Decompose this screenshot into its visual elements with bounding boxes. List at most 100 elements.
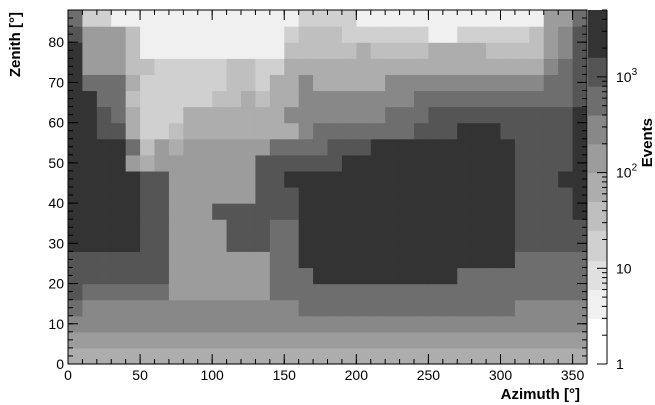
heatmap-cell	[125, 283, 141, 301]
heatmap-cell	[298, 138, 314, 156]
heatmap-cell	[414, 106, 430, 124]
heatmap-cell	[471, 299, 487, 317]
heatmap-cell	[514, 347, 530, 365]
heatmap-cell	[111, 154, 127, 172]
heatmap-cell	[111, 170, 127, 188]
heatmap-cell	[428, 122, 444, 140]
heatmap-cell	[341, 187, 357, 204]
heatmap-cell	[111, 315, 127, 333]
heatmap-cell	[428, 331, 444, 349]
y-tick-label: 40	[48, 195, 64, 211]
heatmap-cell	[82, 267, 98, 285]
heatmap-cell	[486, 154, 502, 172]
heatmap-cell	[140, 58, 156, 75]
heatmap-cell	[298, 154, 314, 172]
heatmap-cell	[572, 187, 588, 204]
heatmap-cell	[399, 347, 415, 365]
heatmap-cell	[68, 138, 84, 156]
heatmap-cell	[428, 170, 444, 188]
heatmap-cell	[428, 106, 444, 124]
heatmap-cell	[284, 154, 300, 172]
heatmap-cell	[356, 251, 372, 269]
heatmap-cell	[284, 219, 300, 236]
heatmap-cell	[500, 283, 516, 301]
heatmap-cell	[284, 187, 300, 204]
heatmap-cell	[572, 138, 588, 156]
heatmap-cell	[125, 315, 141, 333]
heatmap-cell	[442, 187, 458, 204]
y-tick-label: 50	[48, 155, 64, 171]
heatmap-cell	[226, 42, 242, 59]
heatmap-cell	[269, 347, 285, 365]
heatmap-cell	[284, 203, 300, 220]
heatmap-cell	[500, 187, 516, 204]
heatmap-cell	[313, 331, 329, 349]
heatmap-cell	[370, 251, 386, 269]
heatmap-cell	[111, 219, 127, 236]
heatmap-cell	[68, 90, 84, 108]
heatmap-cell	[226, 219, 242, 236]
heatmap-cell	[212, 10, 228, 27]
heatmap-cell	[327, 90, 343, 108]
x-tick-label: 50	[132, 367, 148, 383]
heatmap-cell	[457, 42, 473, 59]
heatmap-cell	[212, 170, 228, 188]
heatmap-cell	[140, 42, 156, 59]
heatmap-cell	[154, 347, 170, 365]
heatmap-cell	[82, 26, 98, 43]
heatmap-cell	[183, 251, 199, 269]
heatmap-cell	[399, 299, 415, 317]
heatmap-cell	[341, 235, 357, 252]
heatmap-cell	[341, 10, 357, 27]
colorbar-segment	[588, 86, 607, 116]
heatmap-cell	[356, 42, 372, 59]
heatmap-cell	[529, 283, 545, 301]
heatmap-cell	[241, 106, 257, 124]
heatmap-cell	[111, 187, 127, 204]
heatmap-cell	[341, 219, 357, 236]
colorbar-segment	[588, 230, 607, 262]
heatmap-cell	[125, 106, 141, 124]
heatmap-cell	[457, 283, 473, 301]
heatmap-cell	[529, 90, 545, 108]
heatmap-cell	[471, 170, 487, 188]
heatmap-cell	[125, 170, 141, 188]
heatmap-cell	[327, 26, 343, 43]
heatmap-cell	[428, 251, 444, 269]
heatmap-cell	[154, 315, 170, 333]
heatmap-cell	[428, 235, 444, 252]
heatmap-cell	[442, 154, 458, 172]
heatmap-cell	[111, 267, 127, 285]
heatmap-cell	[226, 283, 242, 301]
heatmap-cell	[558, 26, 574, 43]
heatmap-cell	[298, 267, 314, 285]
x-tick-label: 250	[417, 367, 441, 383]
x-tick-label: 350	[561, 367, 585, 383]
heatmap-cell	[111, 299, 127, 317]
heatmap-cell	[82, 299, 98, 317]
heatmap-cell	[197, 58, 213, 75]
heatmap-cell	[356, 315, 372, 333]
heatmap-cell	[529, 10, 545, 27]
heatmap-cell	[226, 90, 242, 108]
heatmap-cell	[68, 122, 84, 140]
heatmap-cell	[356, 235, 372, 252]
heatmap-cell	[341, 154, 357, 172]
heatmap-cell	[241, 122, 257, 140]
heatmap-cell	[298, 235, 314, 252]
heatmap-cell	[313, 315, 329, 333]
heatmap-cell	[558, 58, 574, 75]
y-tick-label: 20	[48, 276, 64, 292]
heatmap-cell	[414, 42, 430, 59]
heatmap-cell	[111, 283, 127, 301]
heatmap-cell	[96, 154, 112, 172]
heatmap-cell	[111, 122, 127, 140]
heatmap-cell	[457, 122, 473, 140]
heatmap-cell	[313, 74, 329, 92]
heatmap-cell	[269, 170, 285, 188]
heatmap-cell	[385, 90, 401, 108]
heatmap-cell	[125, 122, 141, 140]
heatmap-cell	[111, 347, 127, 365]
heatmap-cell	[255, 90, 271, 108]
